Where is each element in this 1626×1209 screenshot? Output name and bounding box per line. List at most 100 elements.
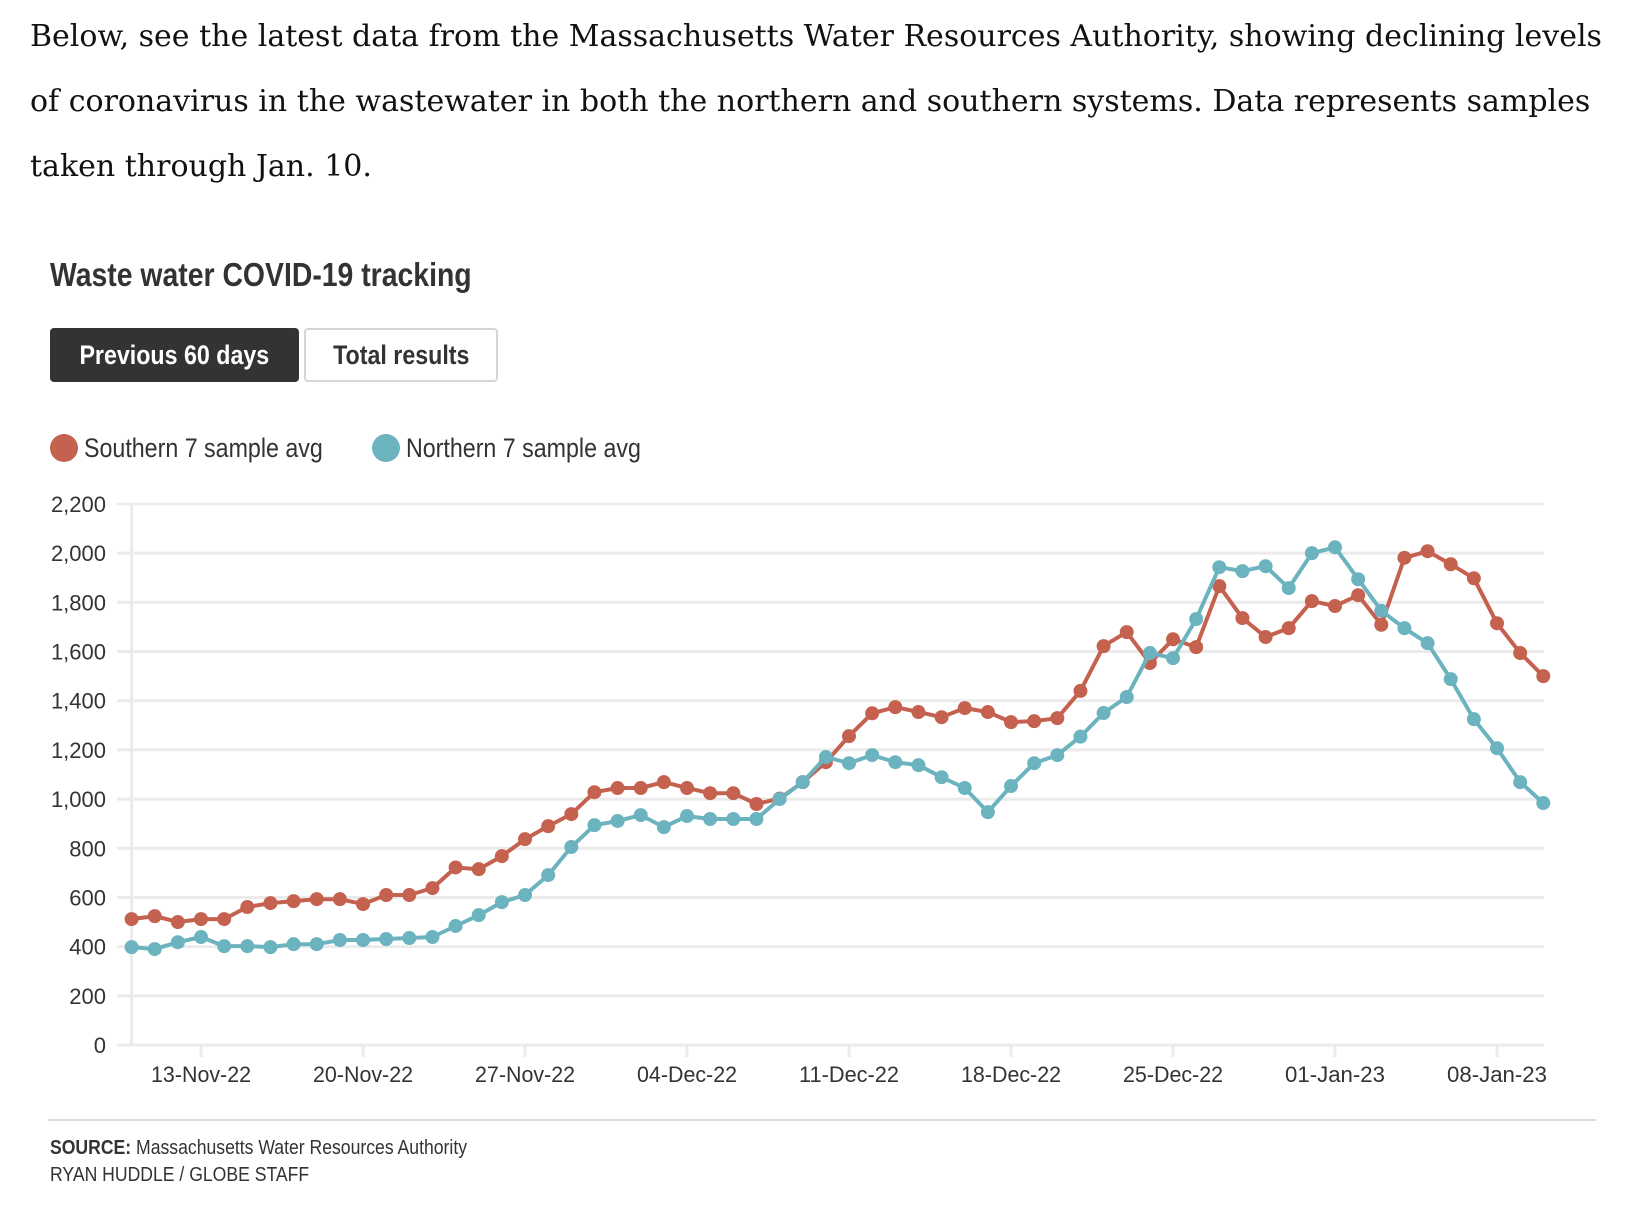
data-point[interactable]	[1189, 612, 1204, 627]
data-point[interactable]	[1281, 581, 1296, 596]
data-point[interactable]	[402, 887, 417, 902]
data-point[interactable]	[194, 912, 209, 927]
data-point[interactable]	[587, 818, 602, 833]
data-point[interactable]	[1513, 646, 1528, 661]
data-point[interactable]	[332, 892, 347, 907]
data-point[interactable]	[1166, 651, 1181, 666]
data-point[interactable]	[749, 797, 764, 812]
data-point[interactable]	[656, 820, 671, 835]
data-point[interactable]	[448, 860, 463, 875]
data-point[interactable]	[217, 939, 232, 954]
data-point[interactable]	[1351, 572, 1366, 587]
data-point[interactable]	[842, 729, 857, 744]
data-point[interactable]	[286, 894, 301, 909]
data-point[interactable]	[656, 775, 671, 790]
data-point[interactable]	[194, 930, 209, 945]
data-point[interactable]	[749, 812, 764, 827]
data-point[interactable]	[1212, 579, 1227, 594]
data-point[interactable]	[957, 781, 972, 796]
data-point[interactable]	[1513, 775, 1528, 790]
data-point[interactable]	[1304, 546, 1319, 561]
data-point[interactable]	[494, 849, 509, 864]
data-point[interactable]	[1420, 544, 1435, 559]
data-point[interactable]	[147, 909, 162, 924]
data-point[interactable]	[471, 908, 486, 923]
data-point[interactable]	[1004, 779, 1019, 794]
data-point[interactable]	[1397, 621, 1412, 636]
data-point[interactable]	[888, 755, 903, 770]
data-point[interactable]	[170, 915, 185, 930]
data-point[interactable]	[1443, 557, 1458, 572]
data-point[interactable]	[1096, 639, 1111, 654]
data-point[interactable]	[680, 809, 695, 824]
data-point[interactable]	[494, 895, 509, 910]
data-point[interactable]	[1258, 559, 1273, 574]
data-point[interactable]	[1374, 603, 1389, 618]
data-point[interactable]	[1258, 630, 1273, 645]
data-point[interactable]	[402, 931, 417, 946]
data-point[interactable]	[703, 812, 718, 827]
data-point[interactable]	[911, 758, 926, 773]
data-point[interactable]	[842, 756, 857, 771]
data-point[interactable]	[1304, 594, 1319, 609]
data-point[interactable]	[610, 813, 625, 828]
data-point[interactable]	[1027, 756, 1042, 771]
data-point[interactable]	[1189, 640, 1204, 655]
previous-60-days-button[interactable]: Previous 60 days	[50, 328, 299, 382]
data-point[interactable]	[263, 940, 278, 955]
data-point[interactable]	[680, 781, 695, 796]
data-point[interactable]	[332, 932, 347, 947]
data-point[interactable]	[1328, 540, 1343, 555]
data-point[interactable]	[217, 912, 232, 927]
data-point[interactable]	[865, 706, 880, 721]
data-point[interactable]	[1050, 748, 1065, 763]
data-point[interactable]	[1397, 550, 1412, 565]
data-point[interactable]	[286, 937, 301, 952]
data-point[interactable]	[934, 770, 949, 785]
data-point[interactable]	[379, 932, 394, 947]
data-point[interactable]	[772, 792, 787, 807]
data-point[interactable]	[726, 786, 741, 801]
total-results-button[interactable]: Total results	[304, 328, 498, 382]
data-point[interactable]	[124, 940, 139, 955]
data-point[interactable]	[1212, 560, 1227, 575]
data-point[interactable]	[1536, 796, 1551, 811]
data-point[interactable]	[1235, 611, 1250, 626]
data-point[interactable]	[147, 942, 162, 957]
data-point[interactable]	[471, 862, 486, 877]
data-point[interactable]	[170, 935, 185, 950]
data-point[interactable]	[1420, 636, 1435, 651]
data-point[interactable]	[980, 805, 995, 820]
data-point[interactable]	[518, 832, 533, 847]
data-point[interactable]	[1466, 712, 1481, 727]
data-point[interactable]	[1235, 564, 1250, 579]
data-point[interactable]	[379, 887, 394, 902]
data-point[interactable]	[1328, 599, 1343, 614]
data-point[interactable]	[934, 710, 949, 725]
data-point[interactable]	[1142, 646, 1157, 661]
data-point[interactable]	[1096, 706, 1111, 721]
data-point[interactable]	[448, 918, 463, 933]
data-point[interactable]	[1490, 741, 1505, 756]
data-point[interactable]	[1119, 625, 1134, 640]
data-point[interactable]	[1374, 617, 1389, 632]
data-point[interactable]	[263, 896, 278, 911]
data-point[interactable]	[888, 700, 903, 715]
data-point[interactable]	[518, 887, 533, 902]
data-point[interactable]	[1490, 616, 1505, 631]
data-point[interactable]	[795, 775, 810, 790]
data-point[interactable]	[633, 808, 648, 823]
data-point[interactable]	[818, 750, 833, 765]
data-point[interactable]	[610, 781, 625, 796]
data-point[interactable]	[1166, 632, 1181, 647]
data-point[interactable]	[425, 930, 440, 945]
data-point[interactable]	[541, 819, 556, 834]
data-point[interactable]	[865, 748, 880, 763]
data-point[interactable]	[1536, 669, 1551, 684]
data-point[interactable]	[425, 881, 440, 896]
data-point[interactable]	[980, 705, 995, 720]
data-point[interactable]	[1027, 714, 1042, 729]
data-point[interactable]	[356, 932, 371, 947]
data-point[interactable]	[564, 807, 579, 822]
data-point[interactable]	[1466, 571, 1481, 586]
